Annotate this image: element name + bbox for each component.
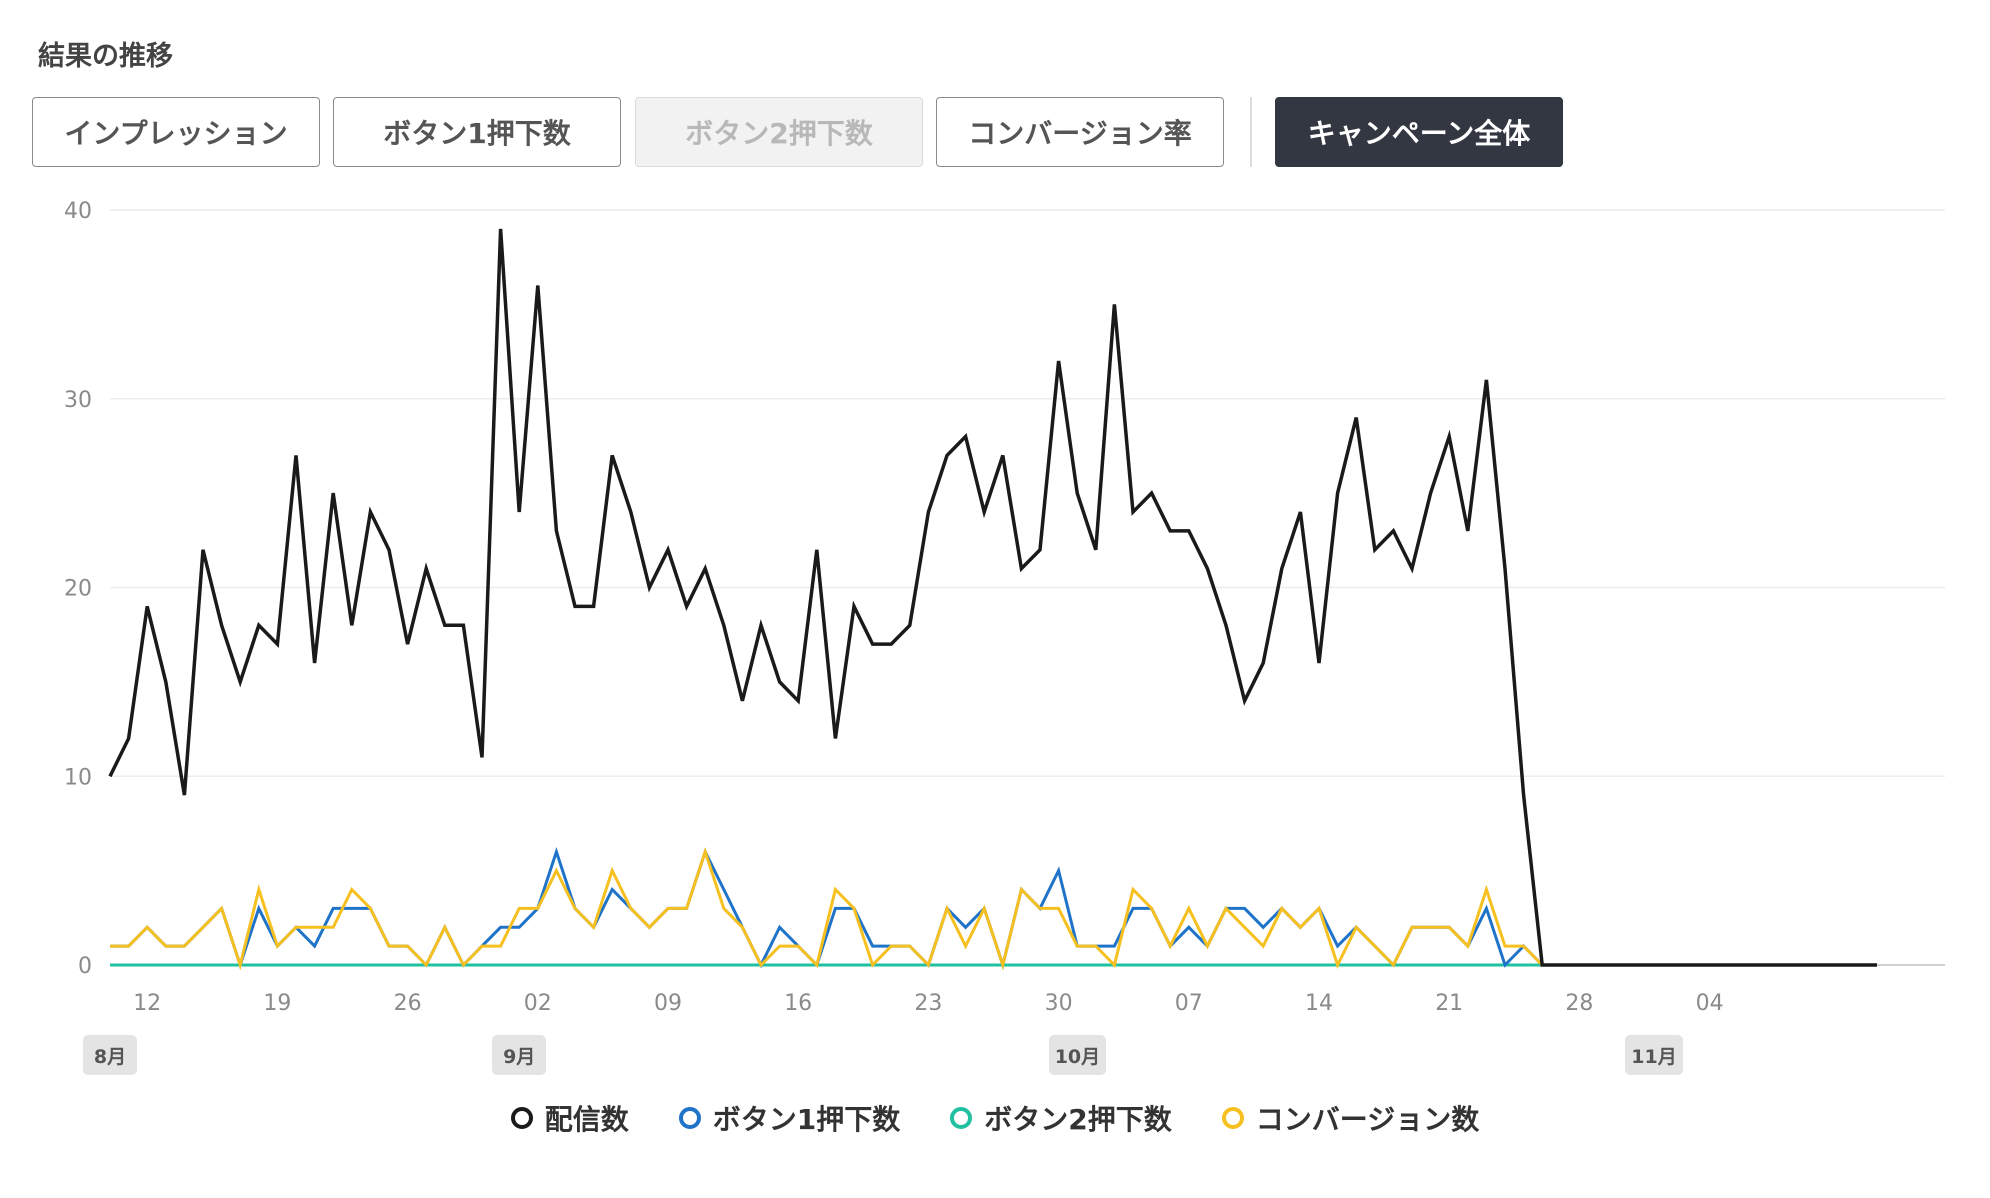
button-divider: [1250, 97, 1252, 167]
x-tick-label: 02: [524, 991, 552, 1016]
chart-grid: [110, 209, 1945, 966]
y-tick-label: 0: [78, 954, 92, 979]
x-tick-label: 04: [1696, 991, 1724, 1016]
legend-label-deliveries: 配信数: [544, 1103, 629, 1136]
section-title: 結果の推移: [38, 41, 173, 72]
legend-item-deliveries[interactable]: 配信数: [510, 1098, 629, 1138]
legend-swatch-button2: [950, 1107, 973, 1129]
legend-label-conversions: コンバージョン数: [1255, 1103, 1480, 1136]
y-tick-label: 20: [64, 577, 92, 602]
conversion-rate-button[interactable]: コンバージョン率: [936, 97, 1224, 167]
campaign-total-button[interactable]: キャンペーン全体: [1275, 97, 1563, 167]
x-tick-label: 12: [133, 991, 161, 1016]
legend-item-button2[interactable]: ボタン2押下数: [950, 1098, 1172, 1138]
x-tick-label: 09: [654, 991, 682, 1016]
legend-item-button1[interactable]: ボタン1押下数: [678, 1098, 901, 1138]
legend-swatch-button1: [678, 1107, 701, 1129]
button2-clicks-button[interactable]: ボタン2押下数: [635, 97, 923, 167]
legend-label-button2: ボタン2押下数: [984, 1103, 1172, 1136]
legend-item-conversions[interactable]: コンバージョン数: [1221, 1098, 1480, 1138]
x-tick-label: 23: [914, 991, 942, 1016]
x-tick-label: 30: [1045, 991, 1073, 1016]
series-line-0: [108, 228, 1877, 967]
legend-swatch-conversions: [1221, 1107, 1244, 1129]
y-tick-label: 10: [64, 765, 92, 790]
button1-clicks-button[interactable]: ボタン1押下数: [333, 97, 621, 167]
y-tick-label: 30: [64, 388, 92, 413]
y-tick-label: 40: [64, 199, 92, 224]
series-line-1: [110, 846, 1877, 971]
x-tick-label: 26: [394, 991, 422, 1016]
x-tick-label: 16: [784, 991, 812, 1016]
chart-series: [108, 228, 1877, 971]
x-axis-ticks: 12 19 26 02 09 16 23 30 07 14 21 28 04: [133, 991, 1723, 1016]
series-line-3: [110, 846, 1877, 971]
x-tick-label: 21: [1435, 991, 1463, 1016]
month-label: 11月: [1625, 1035, 1683, 1075]
x-tick-label: 07: [1175, 991, 1203, 1016]
month-label: 8月: [83, 1035, 137, 1075]
y-axis-ticks: 0 10 20 30 40: [64, 199, 92, 979]
x-tick-label: 14: [1305, 991, 1333, 1016]
chart-legend: 配信数 ボタン1押下数 ボタン2押下数 コンバージョン数: [0, 1098, 1990, 1138]
month-label: 9月: [492, 1035, 547, 1075]
impression-button[interactable]: インプレッション: [32, 97, 320, 167]
legend-swatch-deliveries: [510, 1107, 533, 1129]
legend-label-button1: ボタン1押下数: [712, 1103, 901, 1136]
x-tick-label: 28: [1565, 991, 1593, 1016]
month-label: 10月: [1048, 1035, 1107, 1075]
x-tick-label: 19: [263, 991, 291, 1016]
